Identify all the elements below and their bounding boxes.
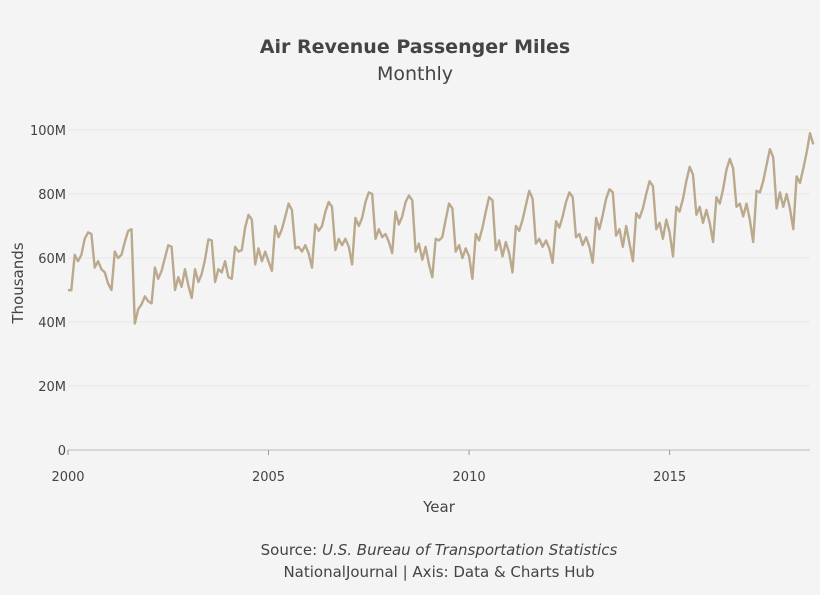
source-label: Source: <box>260 541 322 559</box>
chart-title: Air Revenue Passenger Miles <box>259 36 571 58</box>
y-tick-label: 80M <box>38 188 66 203</box>
series <box>67 131 815 325</box>
x-ticks: 2000 2005 2010 2015 <box>51 450 686 485</box>
source-name: U.S. Bureau of Transportation Statistics <box>321 541 618 559</box>
line-chart: 0 20M 40M 60M 80M 100M 2000 2005 2010 2015 Thous… <box>9 124 815 516</box>
grid <box>68 129 810 387</box>
y-tick-label: 100M <box>30 124 66 139</box>
y-tick-label: 0 <box>58 444 66 459</box>
x-axis-title: Year <box>422 498 456 516</box>
y-tick-label: 60M <box>38 252 66 267</box>
x-tick-label: 2005 <box>252 470 285 485</box>
x-tick-label: 2015 <box>653 470 686 485</box>
chart-subtitle: Monthly <box>376 63 454 85</box>
credit-line: NationalJournal | Axis: Data & Charts Hu… <box>283 563 595 581</box>
y-tick-label: 20M <box>38 380 66 395</box>
x-tick-label: 2010 <box>453 470 486 485</box>
source-line: Source: U.S. Bureau of Transportation St… <box>0 541 820 559</box>
y-axis-title: Thousands <box>9 242 27 324</box>
x-tick-label: 2000 <box>51 470 84 485</box>
series-line <box>67 131 815 325</box>
y-ticks: 0 20M 40M 60M 80M 100M <box>30 124 66 459</box>
y-tick-label: 40M <box>38 316 66 331</box>
